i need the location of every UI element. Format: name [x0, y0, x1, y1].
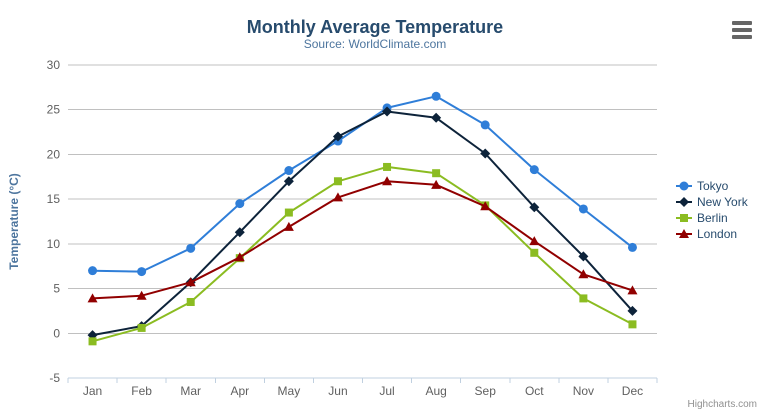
point-berlin-feb[interactable] [137, 323, 146, 332]
legend: Tokyo New York Berlin London [676, 179, 749, 241]
point-berlin-may[interactable] [284, 208, 293, 217]
point-berlin-jun[interactable] [333, 177, 342, 186]
point-tokyo-aug[interactable] [431, 91, 441, 101]
point-tokyo-dec[interactable] [627, 242, 637, 252]
y-axis-tick-label: 30 [47, 58, 61, 72]
series-london [87, 176, 638, 303]
legend-item-new-york[interactable]: New York [676, 195, 749, 209]
point-tokyo-may[interactable] [284, 166, 294, 176]
point-berlin-aug[interactable] [432, 169, 441, 178]
point-new-york-apr[interactable] [234, 227, 245, 238]
point-tokyo-mar[interactable] [186, 243, 196, 253]
series-tokyo [88, 91, 637, 277]
point-new-york-sep[interactable] [480, 148, 491, 159]
y-axis-tick-label: 15 [47, 192, 61, 206]
series-line-london [92, 180, 633, 300]
hamburger-menu-icon [732, 21, 752, 39]
y-axis-tick-label: 5 [53, 282, 60, 296]
point-new-york-may[interactable] [283, 176, 294, 187]
point-new-york-dec[interactable] [627, 305, 638, 316]
point-new-york-oct[interactable] [529, 202, 540, 213]
point-london-mar[interactable] [185, 277, 196, 287]
legend-label: London [697, 227, 737, 241]
x-axis-tick-label: Oct [525, 384, 544, 398]
point-tokyo-feb[interactable] [137, 267, 147, 277]
legend-marker-berlin [680, 214, 688, 222]
x-axis-tick-label: Aug [425, 384, 446, 398]
point-berlin-jan[interactable] [88, 337, 97, 346]
x-axis-tick-label: Nov [573, 384, 594, 398]
y-axis-tick-label: 20 [47, 147, 61, 161]
y-axis-tick-label: 10 [47, 237, 61, 251]
legend-item-london[interactable]: London [676, 227, 737, 241]
series-line-berlin [92, 165, 633, 343]
x-axis-tick-label: Mar [180, 384, 201, 398]
point-london-aug[interactable] [431, 179, 442, 189]
point-london-jul[interactable] [382, 176, 393, 186]
x-axis-tick-label: Jul [379, 384, 394, 398]
point-london-nov[interactable] [578, 269, 589, 279]
point-new-york-jul[interactable] [382, 106, 393, 117]
point-berlin-oct[interactable] [530, 248, 539, 257]
point-london-dec[interactable] [627, 285, 638, 295]
series-new-york [87, 106, 638, 341]
legend-marker-london [679, 229, 689, 238]
x-axis-tick-label: May [278, 384, 301, 398]
x-axis-tick-label: Dec [622, 384, 643, 398]
point-tokyo-nov[interactable] [578, 204, 588, 214]
legend-item-tokyo[interactable]: Tokyo [676, 179, 729, 193]
x-axis-tick-label: Jan [83, 384, 102, 398]
x-axis-tick-label: Sep [475, 384, 497, 398]
point-berlin-jul[interactable] [383, 162, 392, 171]
series-line-tokyo [92, 95, 634, 273]
point-london-may[interactable] [283, 221, 294, 231]
point-london-jan[interactable] [87, 293, 98, 303]
point-tokyo-apr[interactable] [235, 199, 245, 209]
point-new-york-aug[interactable] [431, 112, 442, 123]
point-tokyo-jan[interactable] [88, 266, 98, 276]
point-london-jun[interactable] [332, 192, 343, 202]
legend-label: Tokyo [697, 179, 729, 193]
y-axis-tick-label: -5 [49, 371, 60, 385]
y-axis-title: Temperature (°C) [7, 173, 21, 270]
export-menu-button[interactable] [732, 21, 752, 39]
x-axis-tick-label: Feb [131, 384, 152, 398]
x-axis-tick-label: Apr [230, 384, 249, 398]
point-london-oct[interactable] [529, 236, 540, 246]
point-new-york-jun[interactable] [332, 131, 343, 142]
chart-title: Monthly Average Temperature [247, 17, 503, 37]
legend-label: Berlin [697, 211, 728, 225]
chart-subtitle: Source: WorldClimate.com [304, 37, 447, 51]
series-layer [87, 91, 638, 346]
point-berlin-dec[interactable] [628, 320, 637, 329]
legend-item-berlin[interactable]: Berlin [676, 211, 728, 225]
y-axis-tick-label: 25 [47, 103, 61, 117]
point-tokyo-sep[interactable] [480, 120, 490, 130]
series-line-new-york [92, 110, 634, 337]
y-axis-tick-label: 0 [53, 326, 60, 340]
credits-link[interactable]: Highcharts.com [688, 399, 757, 410]
axes: -5 0 5 10 15 20 25 30 Jan Feb Mar Apr May Jun Jul Aug Se… [47, 58, 658, 398]
legend-marker-tokyo [679, 181, 689, 191]
point-london-sep[interactable] [480, 201, 491, 211]
point-berlin-nov[interactable] [579, 294, 588, 303]
legend-label: New York [697, 195, 749, 209]
legend-marker-new-york [679, 197, 689, 207]
point-london-apr[interactable] [234, 252, 245, 262]
point-london-feb[interactable] [136, 290, 147, 300]
point-berlin-mar[interactable] [186, 297, 195, 306]
point-tokyo-oct[interactable] [529, 165, 539, 175]
point-new-york-nov[interactable] [578, 251, 589, 262]
x-axis-tick-label: Jun [328, 384, 347, 398]
